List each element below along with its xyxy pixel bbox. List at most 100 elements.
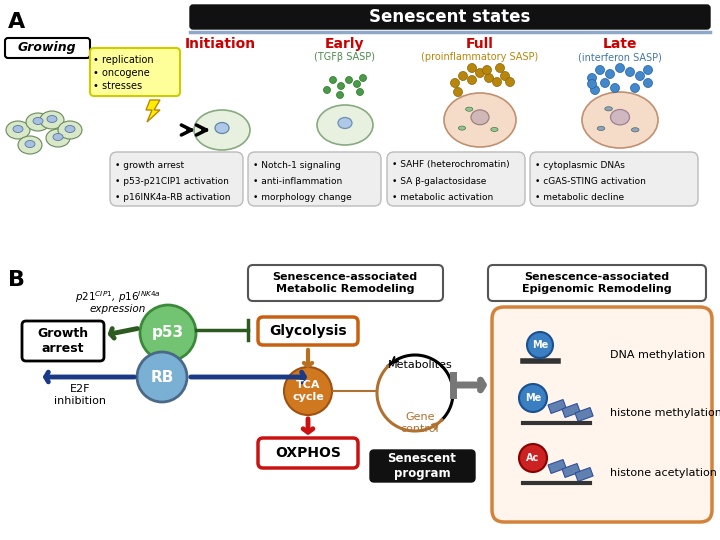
Ellipse shape xyxy=(46,129,70,147)
Text: Growing: Growing xyxy=(18,42,76,55)
Bar xyxy=(548,400,566,414)
Circle shape xyxy=(588,79,596,89)
Text: p53: p53 xyxy=(152,326,184,341)
Text: Senescence-associated
Epigenomic Remodeling: Senescence-associated Epigenomic Remodel… xyxy=(522,272,672,294)
FancyBboxPatch shape xyxy=(370,450,475,482)
Ellipse shape xyxy=(605,107,613,111)
Text: TCA
cycle: TCA cycle xyxy=(292,380,324,402)
Circle shape xyxy=(346,77,353,84)
Bar xyxy=(575,468,593,482)
Text: Initiation: Initiation xyxy=(184,37,256,51)
FancyBboxPatch shape xyxy=(110,152,243,206)
FancyBboxPatch shape xyxy=(5,38,90,58)
Circle shape xyxy=(616,64,624,72)
Circle shape xyxy=(359,75,366,82)
Circle shape xyxy=(519,384,547,412)
Ellipse shape xyxy=(194,110,250,150)
Ellipse shape xyxy=(40,111,64,129)
Circle shape xyxy=(626,68,634,77)
Text: (interferon SASP): (interferon SASP) xyxy=(578,52,662,62)
Text: • p16INK4a-RB activation: • p16INK4a-RB activation xyxy=(115,192,230,201)
Ellipse shape xyxy=(582,92,658,148)
Text: Senescent states: Senescent states xyxy=(369,8,531,26)
Text: expression: expression xyxy=(90,304,146,314)
Text: • morphology change: • morphology change xyxy=(253,192,352,201)
Ellipse shape xyxy=(471,110,489,125)
FancyBboxPatch shape xyxy=(90,48,180,96)
Circle shape xyxy=(644,65,652,75)
Circle shape xyxy=(459,71,467,80)
FancyBboxPatch shape xyxy=(248,265,443,301)
Text: Growth
arrest: Growth arrest xyxy=(37,327,89,355)
Text: • replication: • replication xyxy=(93,55,153,65)
Text: • anti-inflammation: • anti-inflammation xyxy=(253,177,342,186)
Circle shape xyxy=(338,83,344,90)
FancyBboxPatch shape xyxy=(488,265,706,301)
Circle shape xyxy=(590,85,600,94)
FancyBboxPatch shape xyxy=(530,152,698,206)
Ellipse shape xyxy=(6,121,30,139)
Circle shape xyxy=(137,352,187,402)
Text: RB: RB xyxy=(150,369,174,384)
Text: Metabolites: Metabolites xyxy=(387,360,452,370)
Text: DNA methylation: DNA methylation xyxy=(610,350,706,360)
Circle shape xyxy=(482,65,492,75)
Ellipse shape xyxy=(33,118,43,125)
Circle shape xyxy=(284,367,332,415)
FancyBboxPatch shape xyxy=(387,152,525,206)
Text: • metabolic decline: • metabolic decline xyxy=(535,192,624,201)
Circle shape xyxy=(451,78,459,87)
Text: • SA β-galactosidase: • SA β-galactosidase xyxy=(392,177,487,186)
Circle shape xyxy=(495,64,505,72)
Text: • Notch-1 signaling: • Notch-1 signaling xyxy=(253,160,341,170)
Circle shape xyxy=(356,89,364,96)
Circle shape xyxy=(140,305,196,361)
Text: • stresses: • stresses xyxy=(93,81,142,91)
Circle shape xyxy=(475,69,485,78)
Polygon shape xyxy=(146,100,160,122)
Text: • growth arrest: • growth arrest xyxy=(115,160,184,170)
Ellipse shape xyxy=(597,126,605,131)
Text: Glycolysis: Glycolysis xyxy=(269,324,347,338)
Ellipse shape xyxy=(18,136,42,154)
Circle shape xyxy=(519,444,547,472)
Circle shape xyxy=(500,71,510,80)
FancyBboxPatch shape xyxy=(22,321,104,361)
FancyBboxPatch shape xyxy=(258,317,358,345)
Bar xyxy=(548,460,566,474)
Text: • SAHF (heterochromatin): • SAHF (heterochromatin) xyxy=(392,160,510,170)
Text: A: A xyxy=(8,12,25,32)
Circle shape xyxy=(330,77,336,84)
FancyBboxPatch shape xyxy=(258,438,358,468)
Text: B: B xyxy=(8,270,25,290)
Text: $p21^{CIP1}$, $p16^{INK4a}$: $p21^{CIP1}$, $p16^{INK4a}$ xyxy=(75,289,161,305)
Circle shape xyxy=(467,64,477,72)
Circle shape xyxy=(600,78,610,87)
Ellipse shape xyxy=(53,133,63,140)
Text: • cytoplasmic DNAs: • cytoplasmic DNAs xyxy=(535,160,625,170)
Circle shape xyxy=(611,84,619,92)
Circle shape xyxy=(505,78,515,86)
Ellipse shape xyxy=(491,127,498,131)
Ellipse shape xyxy=(65,125,75,132)
Ellipse shape xyxy=(611,110,629,125)
Circle shape xyxy=(588,73,596,83)
Text: Gene
control: Gene control xyxy=(401,412,439,434)
Text: (proinflammatory SASP): (proinflammatory SASP) xyxy=(421,52,539,62)
Circle shape xyxy=(492,78,502,86)
Text: Senescence-associated
Metabolic Remodeling: Senescence-associated Metabolic Remodeli… xyxy=(272,272,418,294)
Circle shape xyxy=(467,76,477,84)
Circle shape xyxy=(606,70,614,78)
Circle shape xyxy=(485,73,493,83)
Text: • p53-p21CIP1 activation: • p53-p21CIP1 activation xyxy=(115,177,229,186)
Ellipse shape xyxy=(338,118,352,129)
Ellipse shape xyxy=(58,121,82,139)
FancyBboxPatch shape xyxy=(190,5,710,29)
Ellipse shape xyxy=(317,105,373,145)
Text: histone methylation: histone methylation xyxy=(610,408,720,418)
Ellipse shape xyxy=(13,125,23,132)
Ellipse shape xyxy=(215,123,229,133)
Bar xyxy=(562,463,580,477)
Bar xyxy=(562,403,580,417)
Ellipse shape xyxy=(631,127,639,132)
